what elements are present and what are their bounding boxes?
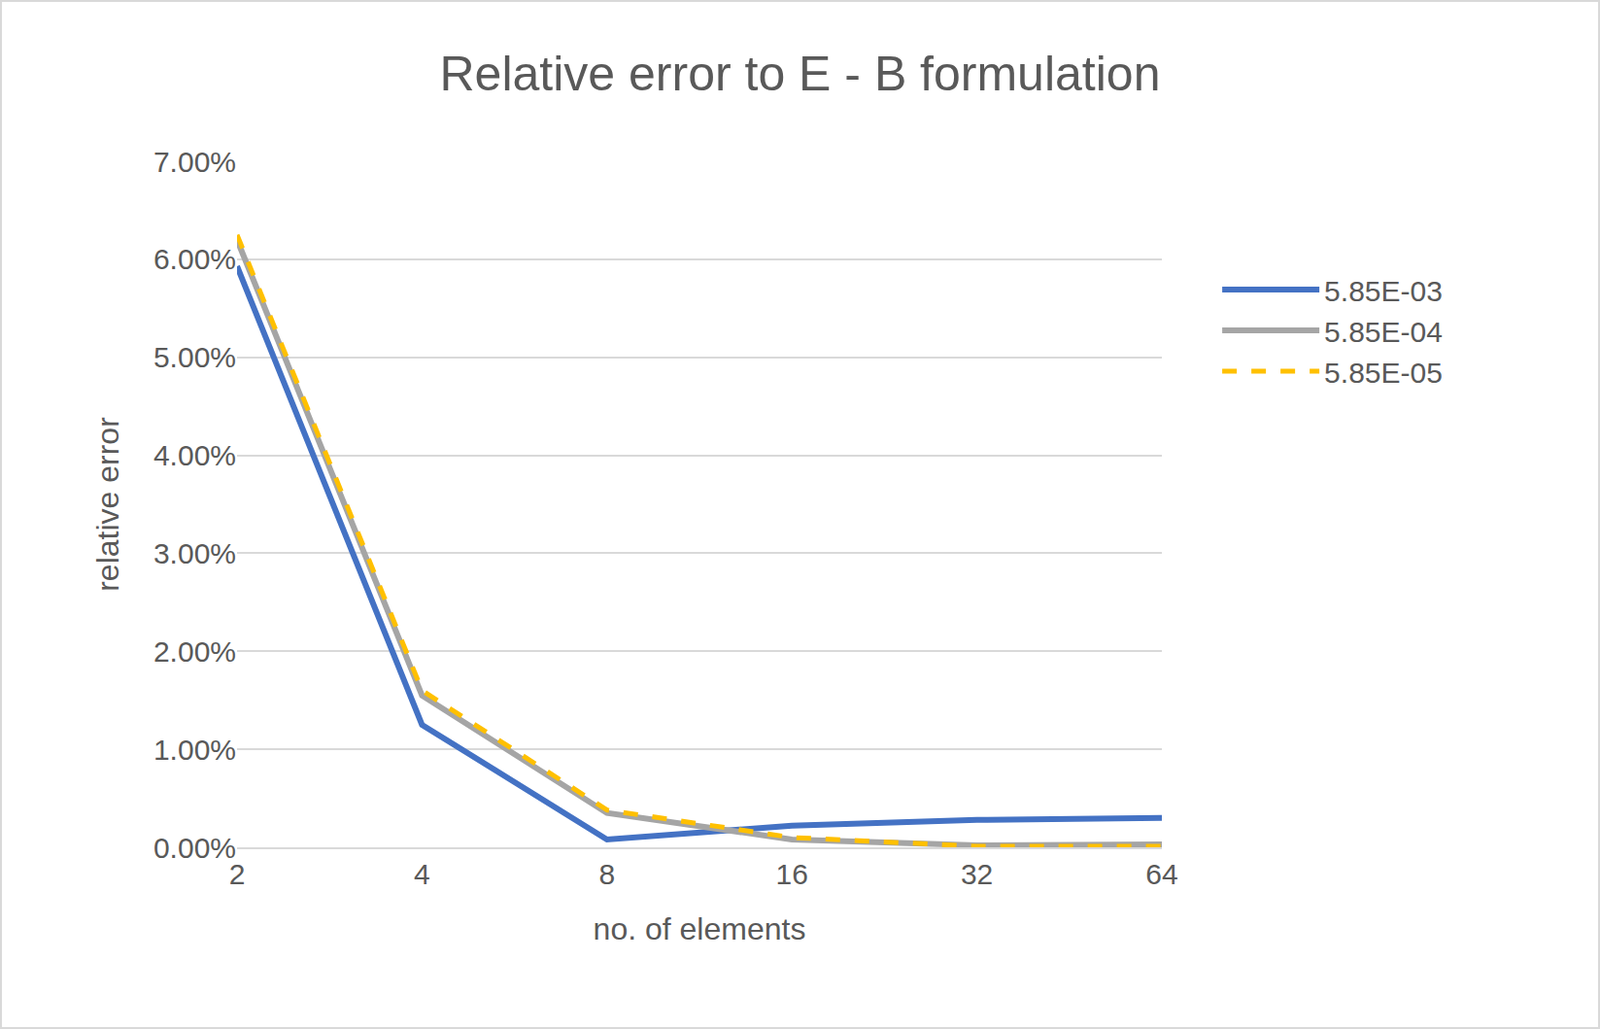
svg-text:Relative error to E - B formul: Relative error to E - B formulation xyxy=(440,46,1161,102)
svg-text:5.85E-05: 5.85E-05 xyxy=(1324,356,1443,389)
svg-text:no. of elements: no. of elements xyxy=(593,911,807,947)
svg-text:8: 8 xyxy=(598,857,615,890)
svg-text:2: 2 xyxy=(229,857,246,890)
svg-text:relative error: relative error xyxy=(90,416,126,592)
svg-text:5.85E-04: 5.85E-04 xyxy=(1324,315,1443,348)
svg-text:32: 32 xyxy=(960,857,993,890)
svg-text:5.85E-03: 5.85E-03 xyxy=(1324,274,1443,307)
svg-text:4: 4 xyxy=(413,857,431,890)
svg-text:5.00%: 5.00% xyxy=(153,340,237,374)
svg-text:0.00%: 0.00% xyxy=(153,831,237,864)
svg-text:64: 64 xyxy=(1145,857,1178,890)
svg-text:7.00%: 7.00% xyxy=(153,145,237,178)
svg-text:16: 16 xyxy=(776,857,809,890)
svg-text:1.00%: 1.00% xyxy=(153,733,237,766)
svg-text:3.00%: 3.00% xyxy=(153,537,237,570)
svg-text:4.00%: 4.00% xyxy=(153,439,237,472)
svg-text:2.00%: 2.00% xyxy=(153,635,237,668)
svg-text:6.00%: 6.00% xyxy=(153,242,237,275)
